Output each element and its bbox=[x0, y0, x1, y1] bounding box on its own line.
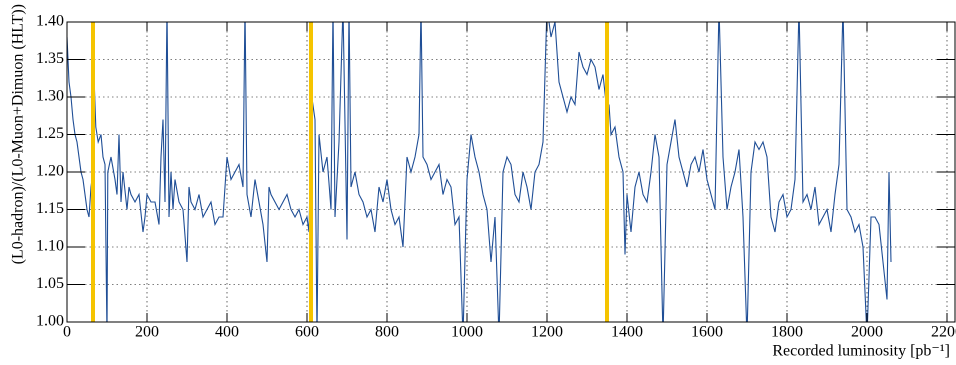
data-line bbox=[67, 22, 892, 322]
x-tick-label: 2000 bbox=[851, 324, 883, 341]
y-tick-label: 1.10 bbox=[36, 238, 64, 255]
grid bbox=[66, 21, 955, 323]
x-tick-label: 1400 bbox=[611, 324, 643, 341]
x-tick-label: 200 bbox=[135, 324, 159, 341]
plot-area bbox=[67, 22, 892, 322]
x-tick-label: 2200 bbox=[931, 324, 956, 341]
y-tick-label: 1.40 bbox=[36, 13, 64, 30]
plot-frame bbox=[66, 21, 956, 323]
axes: 0 200 400 600 800 1000 1200 1400 1600 1800 2000 220… bbox=[36, 13, 956, 341]
x-axis-label: Recorded luminosity [pb⁻¹] bbox=[772, 343, 950, 360]
y-tick-label: 1.15 bbox=[36, 200, 64, 217]
y-tick-label: 1.35 bbox=[36, 50, 64, 67]
x-tick-label: 400 bbox=[215, 324, 239, 341]
x-tick-label: 1200 bbox=[531, 324, 563, 341]
y-tick-label: 1.20 bbox=[36, 163, 64, 180]
x-tick-label: 1600 bbox=[691, 324, 723, 341]
y-tick-label: 1.00 bbox=[36, 313, 64, 330]
x-tick-label: 1800 bbox=[771, 324, 803, 341]
x-tick-label: 600 bbox=[295, 324, 319, 341]
y-tick-label: 1.25 bbox=[36, 125, 64, 142]
x-tick-label: 800 bbox=[375, 324, 399, 341]
y-axis-label: (L0-hadron)/(L0-Muon+Dimuon (HLT)) bbox=[10, 4, 27, 264]
x-tick-label: 1000 bbox=[451, 324, 483, 341]
y-tick-label: 1.05 bbox=[36, 275, 64, 292]
y-tick-label: 1.30 bbox=[36, 88, 64, 105]
x-tick-label: 0 bbox=[63, 324, 71, 341]
